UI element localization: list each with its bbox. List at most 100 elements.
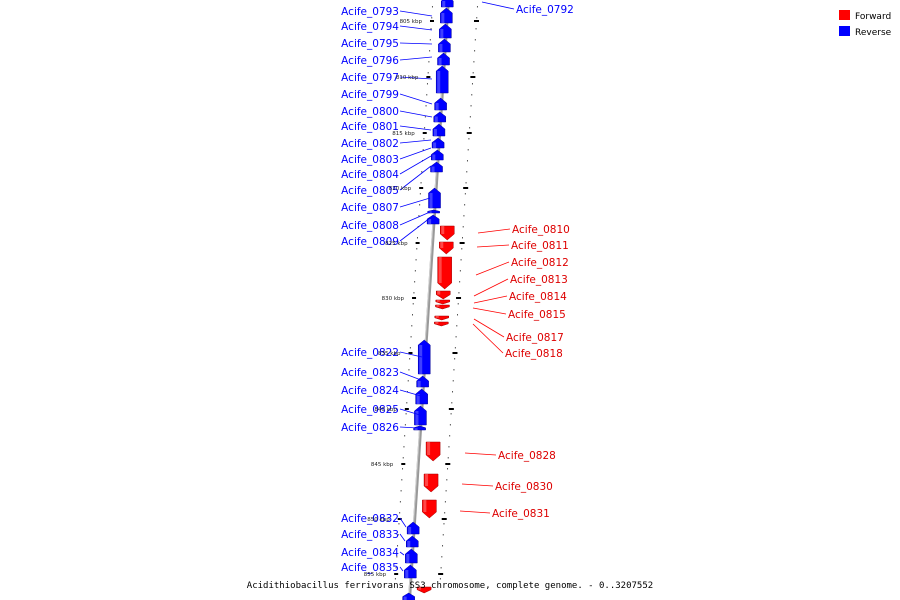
- reverse-gene-label[interactable]: Acife_0807: [341, 202, 399, 214]
- tick-label: 855 kbp: [364, 572, 387, 578]
- minor-tick-left: [413, 292, 415, 294]
- major-tick-left: [429, 20, 434, 22]
- reverse-gene-label[interactable]: Acife_0835: [341, 562, 399, 574]
- forward-gene-label[interactable]: Acife_0792: [516, 4, 574, 16]
- major-tick-right: [466, 132, 472, 134]
- minor-tick-right: [466, 171, 468, 173]
- forward-gene-shade: [437, 291, 441, 295]
- minor-tick-left: [414, 270, 416, 272]
- reverse-leader-line: [399, 211, 431, 226]
- reverse-gene-label[interactable]: Acife_0833: [341, 529, 399, 541]
- minor-tick-right: [459, 281, 461, 283]
- forward-gene-label[interactable]: Acife_0811: [511, 240, 569, 252]
- reverse-gene-shade: [428, 219, 432, 224]
- minor-tick-left: [399, 512, 401, 514]
- reverse-gene-label[interactable]: Acife_0803: [341, 154, 399, 166]
- reverse-gene-label[interactable]: Acife_0808: [341, 220, 399, 232]
- tick-labels: 805 kbp 810 kbp 815 kbp 820 kbp 825 kbp 830 k…: [364, 19, 423, 578]
- minor-tick-left: [394, 578, 396, 580]
- reverse-gene-label[interactable]: Acife_0825: [341, 404, 399, 416]
- major-tick-right: [441, 518, 447, 520]
- reverse-gene-shade: [415, 411, 419, 425]
- forward-leader-line: [473, 295, 508, 304]
- forward-gene-label[interactable]: Acife_0815: [508, 309, 566, 321]
- tick-label: 830 kbp: [382, 296, 405, 302]
- reverse-gene-label[interactable]: Acife_0795: [341, 38, 399, 50]
- reverse-leader-line: [399, 93, 433, 105]
- minor-tick-left: [401, 479, 403, 481]
- minor-tick-left: [431, 6, 433, 8]
- reverse-gene-shade: [431, 166, 435, 172]
- reverse-leader-line: [399, 165, 432, 191]
- legend-label-forward: Forward: [855, 12, 891, 22]
- reverse-gene-label[interactable]: Acife_0794: [341, 21, 399, 33]
- minor-tick-left: [423, 138, 425, 140]
- minor-tick-right: [443, 523, 445, 525]
- minor-tick-left: [397, 545, 399, 547]
- major-tick-left: [426, 76, 431, 78]
- reverse-gene-shade: [408, 527, 412, 534]
- reverse-gene-label[interactable]: Acife_0822: [341, 347, 399, 359]
- reverse-gene-shade: [434, 116, 438, 122]
- reverse-gene-label[interactable]: Acife_0834: [341, 547, 399, 559]
- forward-gene-label[interactable]: Acife_0818: [505, 348, 563, 360]
- minor-tick-right: [441, 556, 443, 558]
- minor-tick-right: [472, 72, 474, 74]
- minor-tick-left: [402, 468, 404, 470]
- forward-gene-label[interactable]: Acife_0817: [506, 332, 564, 344]
- forward-leader-line: [475, 261, 510, 276]
- forward-leader-line: [481, 1, 515, 10]
- minor-tick-right: [454, 347, 456, 349]
- forward-gene-shade: [425, 474, 429, 486]
- minor-tick-right: [446, 479, 448, 481]
- minor-tick-left: [429, 50, 431, 52]
- reverse-gene-label[interactable]: Acife_0793: [341, 6, 399, 18]
- major-tick-right: [452, 352, 458, 354]
- forward-gene-label[interactable]: Acife_0830: [495, 481, 553, 493]
- reverse-gene-label[interactable]: Acife_0824: [341, 385, 399, 397]
- reverse-gene-label[interactable]: Acife_0802: [341, 138, 399, 150]
- minor-tick-left: [420, 182, 422, 184]
- reverse-leader-line: [399, 408, 421, 416]
- reverse-gene-label[interactable]: Acife_0804: [341, 169, 399, 181]
- reverse-gene-label[interactable]: Acife_0832: [341, 513, 399, 525]
- minor-tick-right: [448, 446, 450, 448]
- reverse-gene-label[interactable]: Acife_0800: [341, 106, 399, 118]
- minor-tick-left: [405, 413, 407, 415]
- minor-tick-left: [419, 204, 421, 206]
- reverse-gene-label[interactable]: Acife_0797: [341, 72, 399, 84]
- tick-label: 850 kbp: [367, 517, 390, 523]
- reverse-gene-label[interactable]: Acife_0801: [341, 121, 399, 133]
- minor-tick-right: [450, 413, 452, 415]
- minor-tick-right: [451, 402, 453, 404]
- reverse-leader-line: [399, 110, 433, 118]
- major-tick-right: [463, 187, 469, 189]
- reverse-gene-label[interactable]: Acife_0826: [341, 422, 399, 434]
- forward-gene-label[interactable]: Acife_0810: [512, 224, 570, 236]
- major-tick-right: [459, 242, 465, 244]
- forward-gene-label[interactable]: Acife_0814: [509, 291, 567, 303]
- reverse-gene-label[interactable]: Acife_0809: [341, 236, 399, 248]
- forward-gene-label[interactable]: Acife_0828: [498, 450, 556, 462]
- forward-gene-label[interactable]: Acife_0812: [511, 257, 569, 269]
- forward-gene-shade: [418, 587, 422, 590]
- legend: Forward Reverse: [839, 10, 892, 38]
- forward-leader-line: [461, 483, 494, 487]
- reverse-gene-shade: [414, 427, 418, 430]
- reverse-gene-label[interactable]: Acife_0823: [341, 367, 399, 379]
- forward-gene-label[interactable]: Acife_0813: [510, 274, 568, 286]
- minor-tick-left: [407, 380, 409, 382]
- minor-tick-right: [457, 303, 459, 305]
- minor-tick-left: [425, 105, 427, 107]
- reverse-gene-label[interactable]: Acife_0805: [341, 185, 399, 197]
- legend-swatch-forward: [839, 10, 850, 20]
- minor-tick-right: [465, 182, 467, 184]
- forward-gene-label[interactable]: Acife_0831: [492, 508, 550, 520]
- reverse-gene-label[interactable]: Acife_0799: [341, 89, 399, 101]
- backbone-line: [407, 0, 450, 600]
- major-tick-right: [448, 408, 454, 410]
- minor-tick-left: [403, 446, 405, 448]
- reverse-gene-label[interactable]: Acife_0796: [341, 55, 399, 67]
- major-tick-left: [401, 463, 406, 465]
